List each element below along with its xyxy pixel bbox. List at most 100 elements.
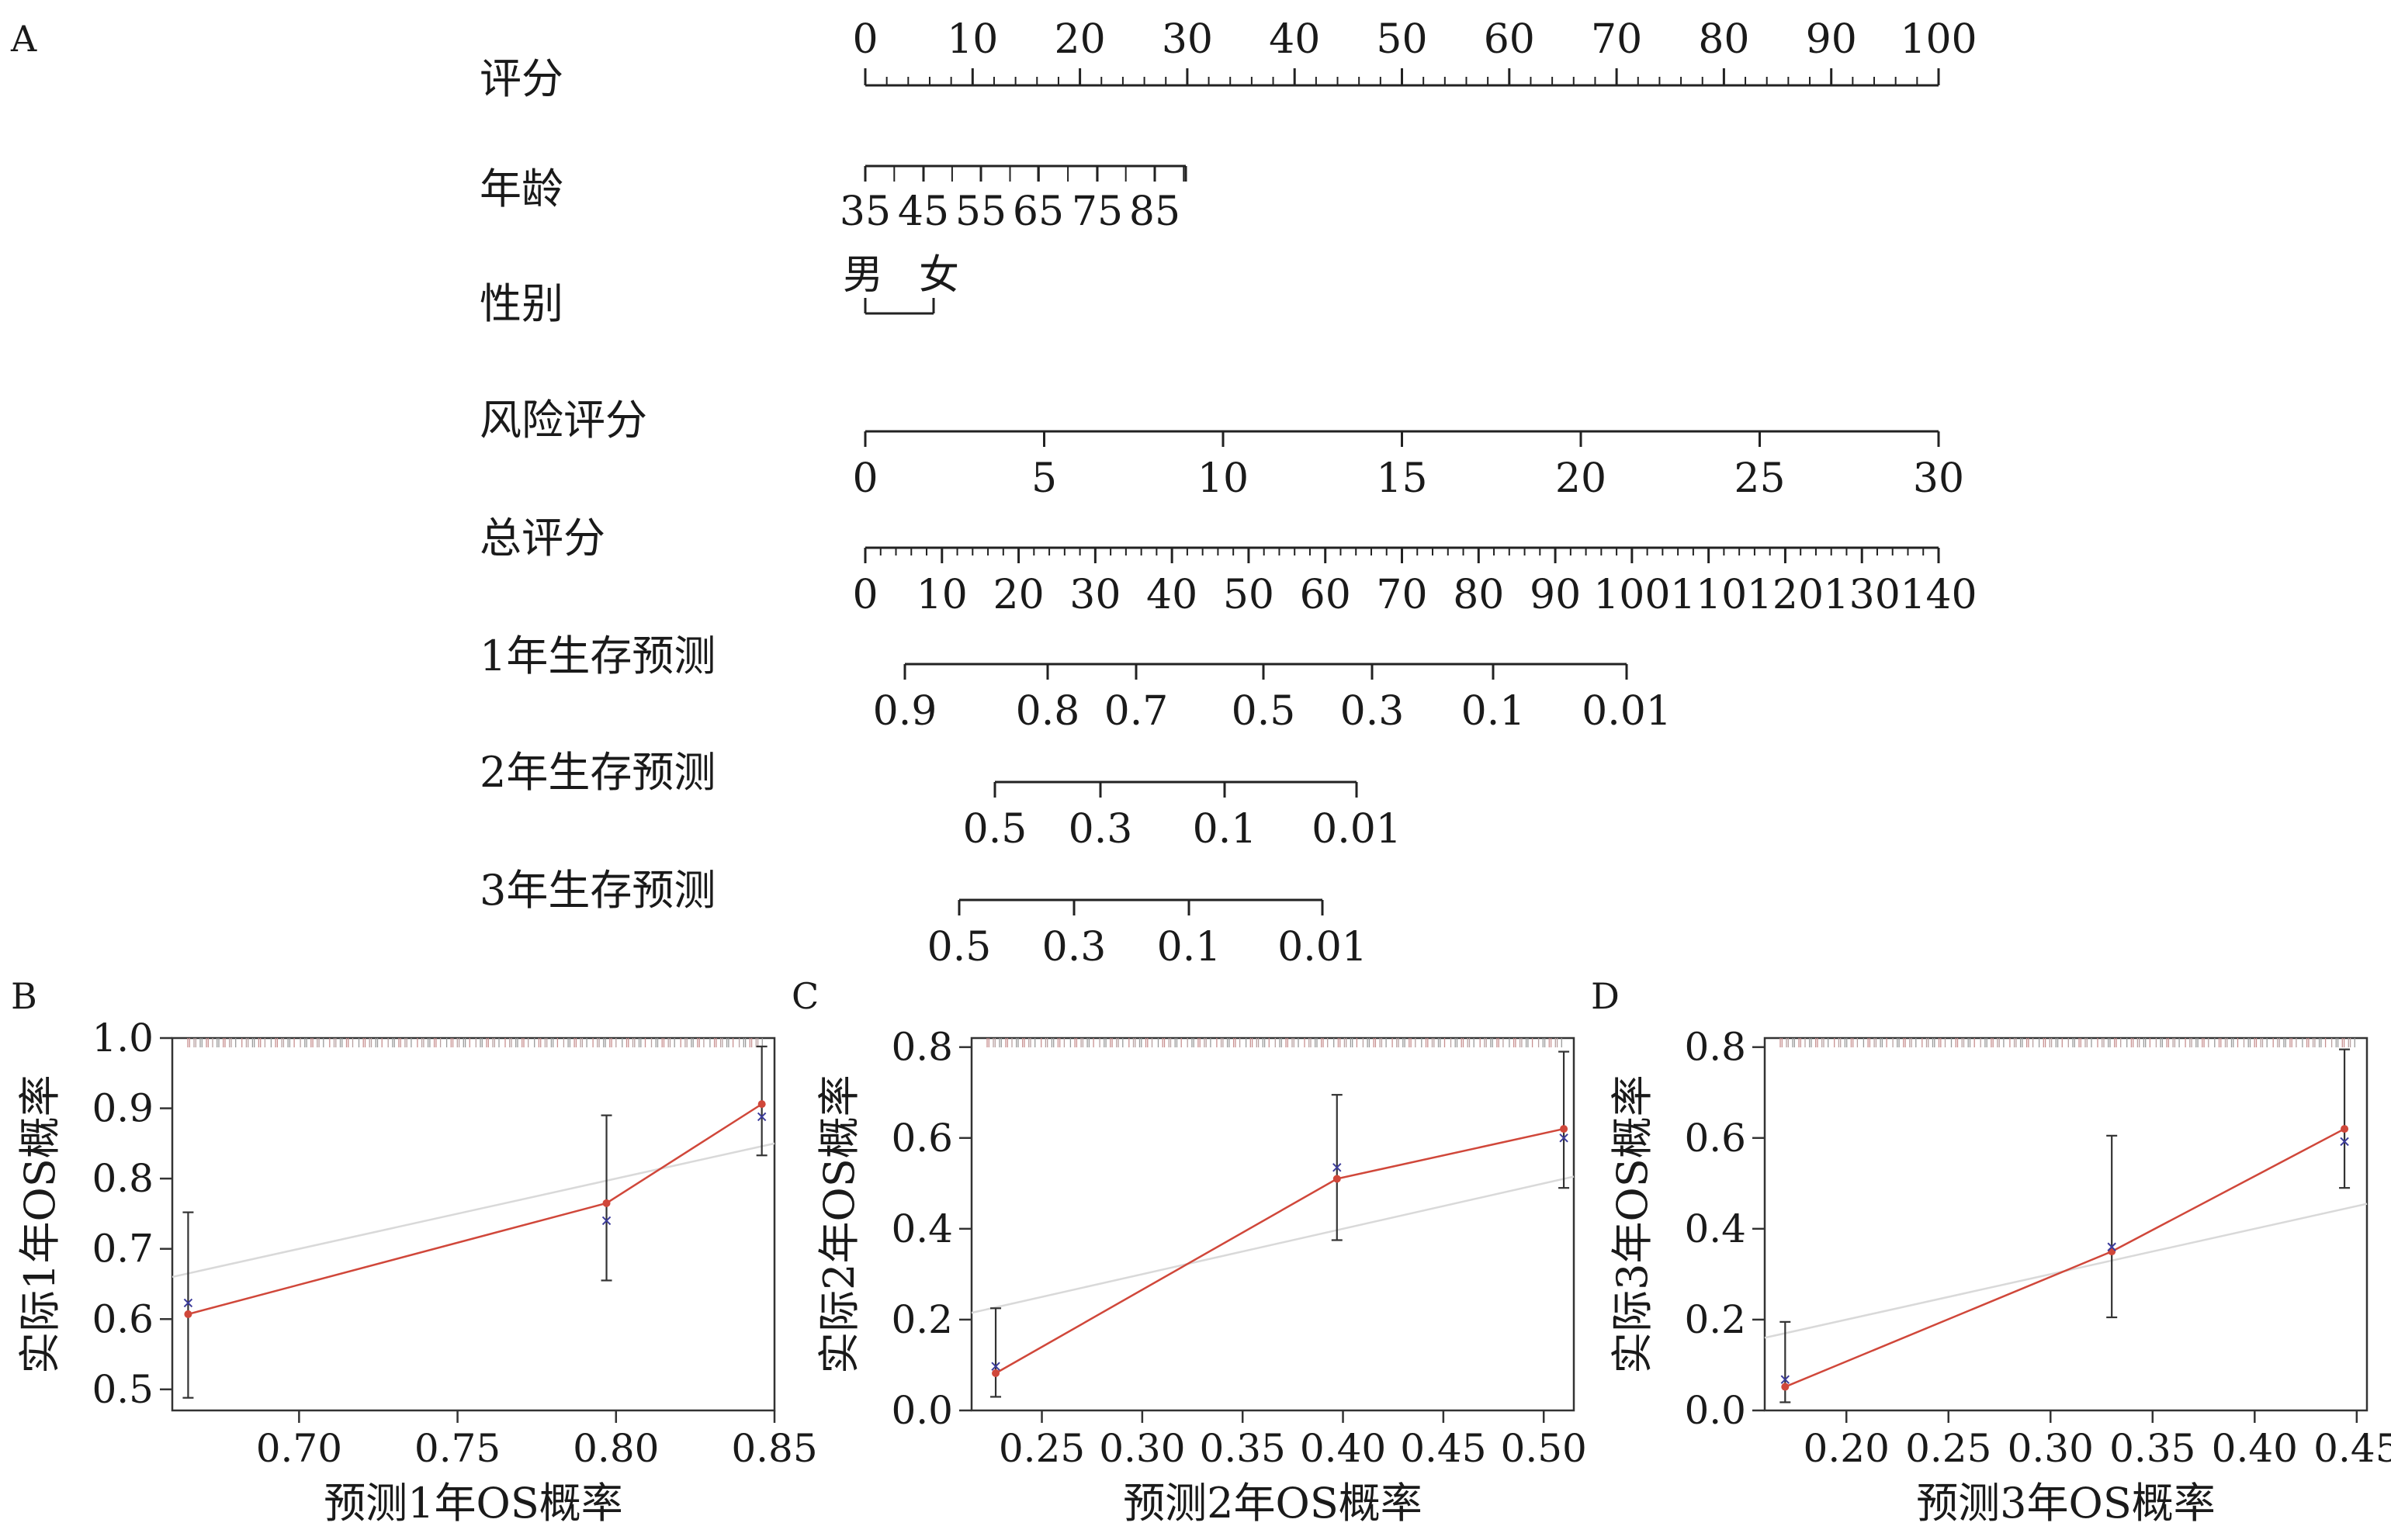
nomogram-tick-label: 30 bbox=[1913, 455, 1964, 502]
nomogram-tick-label: 130 bbox=[1824, 572, 1901, 618]
nomogram-row-label: 3年生存预测 bbox=[480, 866, 716, 915]
x-tick-label: 0.20 bbox=[1804, 1426, 1890, 1471]
nomogram-tick-label: 女 bbox=[919, 252, 959, 299]
observed-line bbox=[995, 1127, 1565, 1375]
nomogram-tick-label: 25 bbox=[1734, 455, 1785, 502]
nomogram-tick-label: 10 bbox=[1197, 455, 1249, 502]
nomogram-tick-label: 140 bbox=[1900, 572, 1977, 618]
nomogram-tick-label: 40 bbox=[1146, 572, 1197, 618]
bias-corrected-point bbox=[1332, 1163, 1342, 1172]
observed-point bbox=[1332, 1175, 1341, 1183]
y-tick-label: 0.0 bbox=[1684, 1388, 1746, 1433]
nomogram-tick-label: 90 bbox=[1806, 16, 1857, 63]
y-tick-label: 0.7 bbox=[92, 1227, 154, 1272]
y-tick-label: 0.8 bbox=[891, 1025, 953, 1070]
x-tick-label: 0.75 bbox=[414, 1426, 501, 1471]
observed-point bbox=[757, 1100, 766, 1109]
nomogram-tick-label: 0.3 bbox=[1042, 924, 1107, 971]
y-tick-label: 0.2 bbox=[1684, 1297, 1746, 1342]
x-axis-title: 预测1年OS概率 bbox=[324, 1479, 623, 1528]
rug-marks bbox=[1779, 1038, 2355, 1047]
x-tick-label: 0.35 bbox=[2109, 1426, 2195, 1471]
bias-corrected-point bbox=[991, 1362, 1000, 1371]
y-tick-label: 1.0 bbox=[92, 1016, 154, 1061]
error-bar bbox=[601, 1114, 612, 1282]
nomogram-tick-label: 0.01 bbox=[1312, 806, 1402, 853]
y-tick-label: 0.4 bbox=[1684, 1206, 1746, 1251]
nomogram-tick-label: 20 bbox=[1055, 16, 1106, 63]
nomogram-row-label: 评分 bbox=[480, 54, 563, 103]
nomogram-tick-label: 35 bbox=[840, 189, 891, 235]
observed-point bbox=[184, 1310, 192, 1318]
nomogram-tick-label: 70 bbox=[1376, 572, 1427, 618]
y-tick-label: 0.8 bbox=[1684, 1025, 1746, 1070]
nomogram-tick-label: 70 bbox=[1591, 16, 1642, 63]
nomogram-tick-label: 45 bbox=[898, 189, 949, 235]
plot-frame bbox=[970, 1036, 1575, 1412]
x-axis-title: 预测2年OS概率 bbox=[1123, 1479, 1422, 1528]
x-tick-label: 0.70 bbox=[256, 1426, 342, 1471]
nomogram-tick-label: 10 bbox=[947, 16, 998, 63]
nomogram-tick-label: 0.9 bbox=[873, 688, 937, 735]
marker-stroke bbox=[1559, 1133, 1568, 1143]
nomogram-tick-label: 20 bbox=[993, 572, 1044, 618]
nomogram-tick-label: 85 bbox=[1129, 189, 1180, 235]
error-bar bbox=[2106, 1134, 2118, 1319]
observed-point bbox=[602, 1199, 611, 1207]
nomogram-row-5: 总评分 0 10 20 30 40 50 60 70 80 90 100 110 120 130 140 bbox=[480, 514, 1977, 618]
y-tick-label: 0.5 bbox=[92, 1367, 154, 1412]
y-tick-label: 0.6 bbox=[891, 1116, 953, 1161]
marker-stroke bbox=[757, 1112, 767, 1122]
y-tick-label: 0.2 bbox=[891, 1297, 953, 1342]
nomogram-row-label: 1年生存预测 bbox=[480, 632, 716, 680]
x-tick-label: 0.45 bbox=[2313, 1426, 2391, 1471]
nomogram-tick-label: 男 bbox=[843, 252, 883, 299]
marker-stroke bbox=[991, 1362, 1000, 1371]
nomogram-row-label: 年龄 bbox=[480, 164, 563, 213]
nomogram-tick-label: 100 bbox=[1593, 572, 1670, 618]
nomogram-tick-label: 0.1 bbox=[1193, 806, 1257, 853]
y-tick-label: 0.4 bbox=[891, 1206, 953, 1251]
y-axis-title: 实际3年OS概率 bbox=[1608, 1075, 1657, 1374]
error-bar bbox=[2339, 1048, 2351, 1189]
nomogram-tick-label: 110 bbox=[1670, 572, 1747, 618]
marker-stroke bbox=[2107, 1242, 2116, 1251]
x-tick-label: 0.25 bbox=[1905, 1426, 1991, 1471]
nomogram-tick-label: 10 bbox=[917, 572, 968, 618]
x-tick-label: 0.30 bbox=[2008, 1426, 2094, 1471]
bias-corrected-point bbox=[1559, 1133, 1568, 1143]
marker-stroke bbox=[183, 1298, 193, 1308]
error-bar bbox=[1558, 1050, 1570, 1189]
y-tick-label: 0.6 bbox=[92, 1296, 154, 1341]
nomogram-tick-label: 0 bbox=[852, 16, 878, 63]
nomogram-row-label: 2年生存预测 bbox=[480, 748, 716, 797]
nomogram-tick-label: 55 bbox=[955, 189, 1007, 235]
y-axis-title: 实际2年OS概率 bbox=[815, 1075, 864, 1374]
nomogram-tick-label: 75 bbox=[1072, 189, 1123, 235]
x-tick-label: 0.25 bbox=[999, 1426, 1085, 1471]
calibration-panel-d: D 0.20 0.25 0.30 0.35 0.40 0.45 0.0 0.2 0.4 0.6 0.8… bbox=[1591, 975, 2391, 1528]
nomogram-row-label: 风险评分 bbox=[480, 396, 647, 445]
nomogram-tick-label: 120 bbox=[1747, 572, 1824, 618]
nomogram-tick-label: 100 bbox=[1900, 16, 1977, 63]
x-tick-label: 0.80 bbox=[573, 1426, 659, 1471]
nomogram-tick-label: 20 bbox=[1555, 455, 1606, 502]
marker-stroke bbox=[1332, 1163, 1342, 1172]
nomogram-row-8: 3年生存预测 0.5 0.3 0.1 0.01 bbox=[480, 866, 1367, 971]
marker-stroke bbox=[1780, 1375, 1790, 1384]
nomogram-tick-label: 0 bbox=[852, 572, 878, 618]
nomogram-tick-label: 30 bbox=[1162, 16, 1213, 63]
rug-marks bbox=[986, 1038, 1562, 1047]
observed-point bbox=[1560, 1125, 1568, 1133]
y-axis-title: 实际1年OS概率 bbox=[16, 1075, 64, 1374]
nomogram-tick-label: 90 bbox=[1530, 572, 1581, 618]
y-tick-label: 0.8 bbox=[92, 1156, 154, 1201]
nomogram-tick-label: 15 bbox=[1376, 455, 1427, 502]
nomogram-row-2: 年龄 35 45 55 65 75 85 bbox=[480, 164, 1187, 235]
nomogram-tick-label: 50 bbox=[1376, 16, 1427, 63]
nomogram-row-7: 2年生存预测 0.5 0.3 0.1 0.01 bbox=[480, 748, 1402, 853]
nomogram-tick-label: 0.3 bbox=[1069, 806, 1133, 853]
x-tick-label: 0.35 bbox=[1200, 1426, 1286, 1471]
